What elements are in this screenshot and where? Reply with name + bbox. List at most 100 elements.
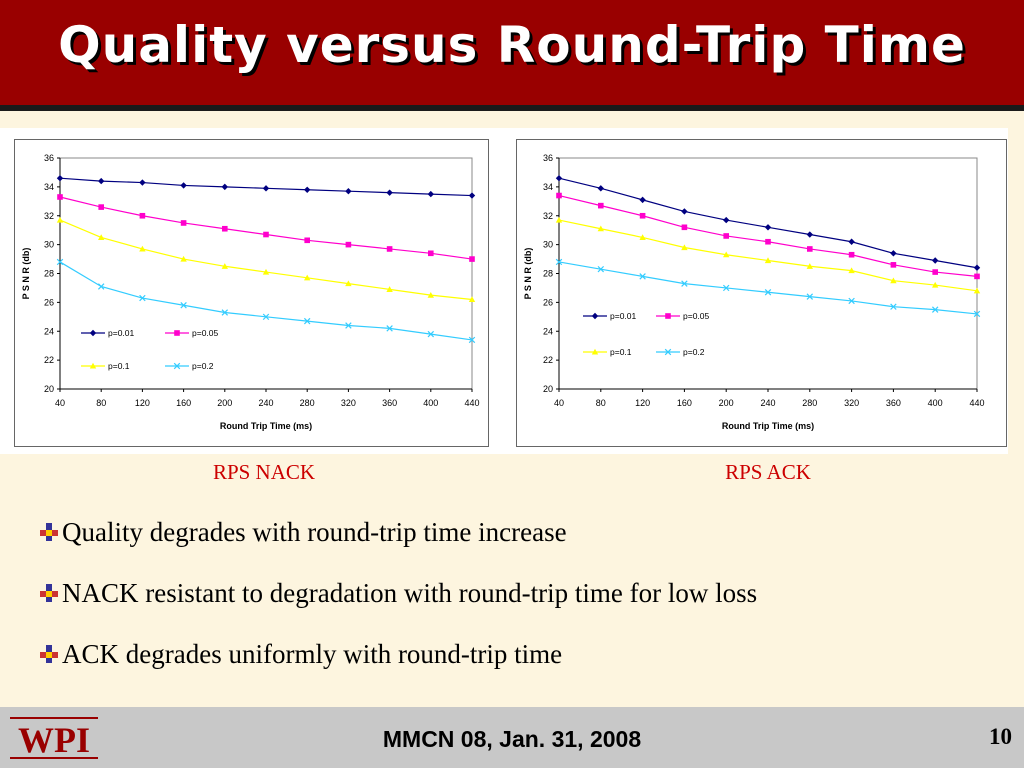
data-point	[681, 208, 688, 215]
data-point	[97, 283, 105, 290]
data-point	[303, 317, 311, 325]
legend-item: p=0.05	[656, 311, 710, 321]
data-point	[806, 263, 813, 269]
data-point	[932, 281, 939, 288]
data-point	[57, 194, 63, 200]
legend-item: p=0.05	[165, 328, 219, 338]
y-tick-label: 20	[44, 384, 54, 394]
legend-label: p=0.1	[108, 361, 130, 371]
title-bar	[0, 0, 1024, 105]
data-point	[806, 293, 814, 300]
data-point	[180, 302, 187, 309]
data-point	[468, 296, 476, 303]
chart-rps-ack: 20 22 24 26 28 30 32 34 36 40 80 120 160 200 240 280 320…	[516, 139, 1007, 447]
data-point	[723, 251, 730, 258]
bullet-icon	[40, 523, 58, 541]
data-point	[890, 277, 897, 284]
data-point	[722, 284, 730, 292]
y-tick-label: 22	[44, 355, 54, 365]
data-point	[765, 238, 771, 245]
x-axis-label: Round Trip Time (ms)	[722, 421, 814, 431]
y-tick-label: 30	[543, 240, 553, 250]
legend-label: p=0.2	[683, 347, 705, 357]
y-tick-label: 28	[543, 269, 553, 279]
data-point	[468, 336, 476, 344]
page-number: 10	[989, 724, 1012, 749]
y-tick-label: 36	[44, 153, 54, 163]
y-tick-label: 32	[44, 211, 54, 221]
chart-rps-nack-plot: 20 22 24 26 28 30 32 34 36 40 80 120 160 200 240 280 320…	[21, 153, 480, 431]
slide-title: Quality versus Round-Trip Time	[58, 16, 966, 74]
data-point	[304, 186, 311, 193]
y-tick-label: 26	[543, 297, 553, 307]
legend-marker	[173, 362, 181, 370]
x-tick-label: 280	[300, 398, 315, 408]
data-point	[681, 224, 688, 231]
legend-label: p=0.05	[192, 328, 219, 338]
data-point	[890, 303, 897, 310]
data-point	[597, 265, 605, 273]
x-tick-label: 120	[135, 398, 150, 408]
caption-rps-nack: RPS NACK	[212, 460, 316, 484]
data-point	[304, 274, 311, 281]
x-tick-label: 360	[382, 398, 397, 408]
data-point	[427, 330, 435, 338]
data-point	[848, 297, 855, 305]
data-point	[222, 225, 228, 232]
data-point	[427, 291, 434, 298]
data-point	[597, 225, 604, 232]
legend-marker	[591, 348, 599, 355]
x-tick-label: 160	[176, 398, 191, 408]
legend-marker	[89, 329, 97, 337]
data-point	[931, 306, 939, 313]
x-tick-label: 240	[760, 398, 775, 408]
data-point	[345, 241, 352, 248]
data-point	[681, 244, 688, 251]
data-point	[848, 238, 855, 245]
data-point	[973, 287, 981, 294]
data-point	[639, 212, 646, 219]
y-tick-label: 30	[44, 240, 54, 250]
data-point	[139, 245, 146, 252]
data-point	[468, 192, 476, 199]
data-point	[345, 280, 352, 287]
data-point	[973, 310, 981, 318]
data-point	[764, 289, 772, 296]
wpi-logo: WPI	[6, 712, 102, 764]
x-tick-label: 400	[423, 398, 438, 408]
bullet-item: NACK resistant to degradation with round…	[38, 575, 757, 611]
legend-marker	[664, 348, 672, 356]
legend-marker	[665, 313, 671, 319]
data-point	[262, 313, 270, 321]
y-tick-label: 32	[543, 211, 553, 221]
legend-marker	[174, 330, 180, 336]
data-point	[555, 216, 563, 223]
x-tick-label: 320	[844, 398, 859, 408]
legend-label: p=0.1	[610, 347, 632, 357]
legend-item: p=0.2	[656, 347, 705, 357]
x-tick-label: 320	[341, 398, 356, 408]
data-point	[262, 185, 270, 192]
y-tick-label: 20	[543, 384, 553, 394]
footer-band	[0, 707, 1024, 768]
y-tick-label: 34	[44, 182, 54, 192]
bullet-icon	[40, 645, 58, 663]
data-point	[180, 255, 187, 262]
data-point	[263, 231, 269, 238]
data-point	[556, 192, 562, 199]
data-point	[139, 179, 146, 186]
y-tick-label: 24	[543, 326, 553, 336]
y-tick-label: 26	[44, 297, 54, 307]
data-point	[723, 233, 729, 239]
data-point	[848, 267, 855, 274]
legend-label: p=0.01	[610, 311, 637, 321]
data-point	[764, 257, 772, 264]
data-point	[598, 202, 604, 209]
legend-item: p=0.01	[583, 311, 637, 321]
title-divider	[0, 105, 1024, 111]
data-point	[180, 220, 187, 226]
x-tick-label: 280	[802, 398, 817, 408]
bullet-item: ACK degrades uniformly with round-trip t…	[38, 636, 562, 672]
data-point	[386, 189, 393, 196]
footer-text: MMCN 08, Jan. 31, 2008	[382, 726, 642, 752]
